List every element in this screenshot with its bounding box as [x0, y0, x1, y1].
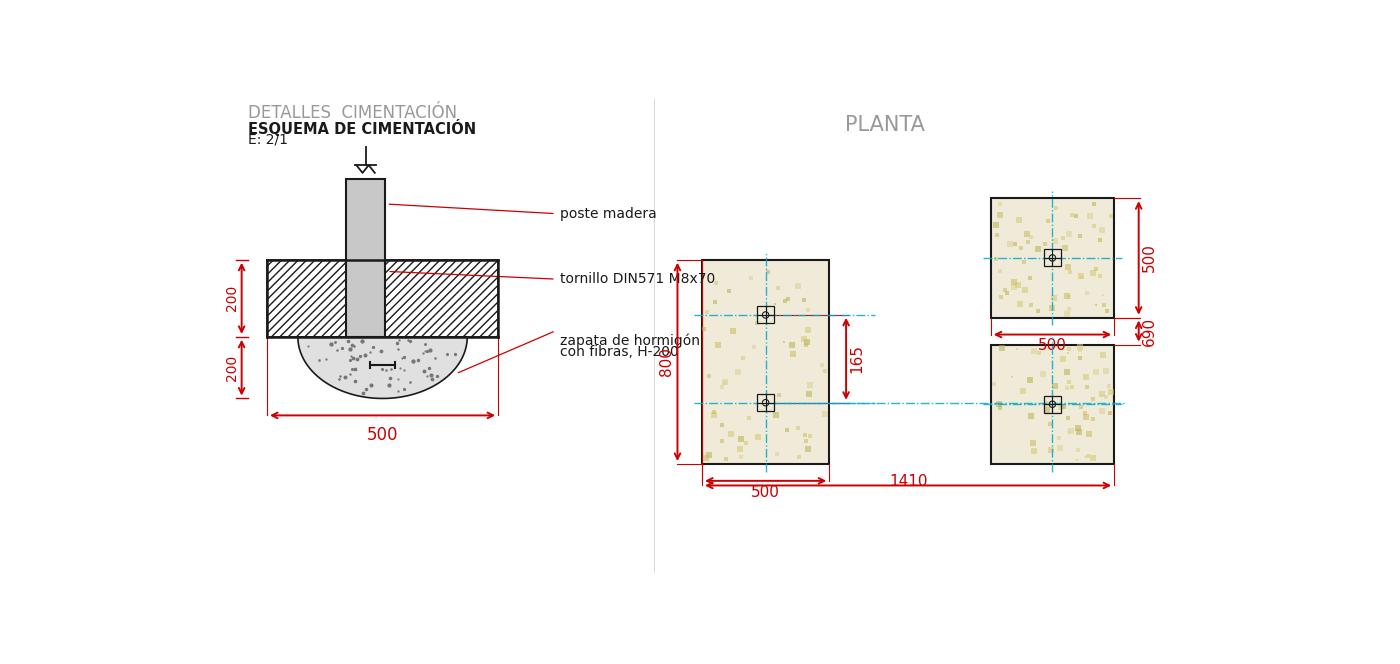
- Text: 200: 200: [225, 355, 239, 380]
- Polygon shape: [991, 345, 1114, 464]
- Text: DETALLES  CIMENTACIÓN: DETALLES CIMENTACIÓN: [248, 104, 456, 122]
- Polygon shape: [346, 179, 385, 337]
- Text: 500: 500: [1037, 339, 1067, 353]
- Text: 500: 500: [1142, 244, 1156, 272]
- Text: ESQUEMA DE CIMENTACIÓN: ESQUEMA DE CIMENTACIÓN: [248, 120, 476, 137]
- Text: PLANTA: PLANTA: [844, 115, 924, 135]
- Text: 165: 165: [850, 345, 864, 373]
- Polygon shape: [991, 199, 1114, 317]
- Text: 200: 200: [225, 286, 239, 311]
- Text: 800: 800: [659, 347, 675, 376]
- Text: 690: 690: [1142, 317, 1156, 346]
- Text: 500: 500: [752, 485, 780, 500]
- Text: E: 2/1: E: 2/1: [248, 133, 288, 147]
- Text: 500: 500: [367, 426, 399, 444]
- Polygon shape: [298, 337, 468, 398]
- Text: tornillo DIN571 M8x70: tornillo DIN571 M8x70: [560, 272, 715, 286]
- Text: zapata de hormigón: zapata de hormigón: [560, 333, 700, 347]
- Polygon shape: [267, 260, 346, 337]
- Polygon shape: [385, 260, 498, 337]
- Text: con fibras, H-200: con fibras, H-200: [560, 345, 679, 359]
- Text: poste madera: poste madera: [560, 207, 657, 220]
- Text: 1410: 1410: [889, 473, 927, 489]
- Polygon shape: [703, 260, 829, 464]
